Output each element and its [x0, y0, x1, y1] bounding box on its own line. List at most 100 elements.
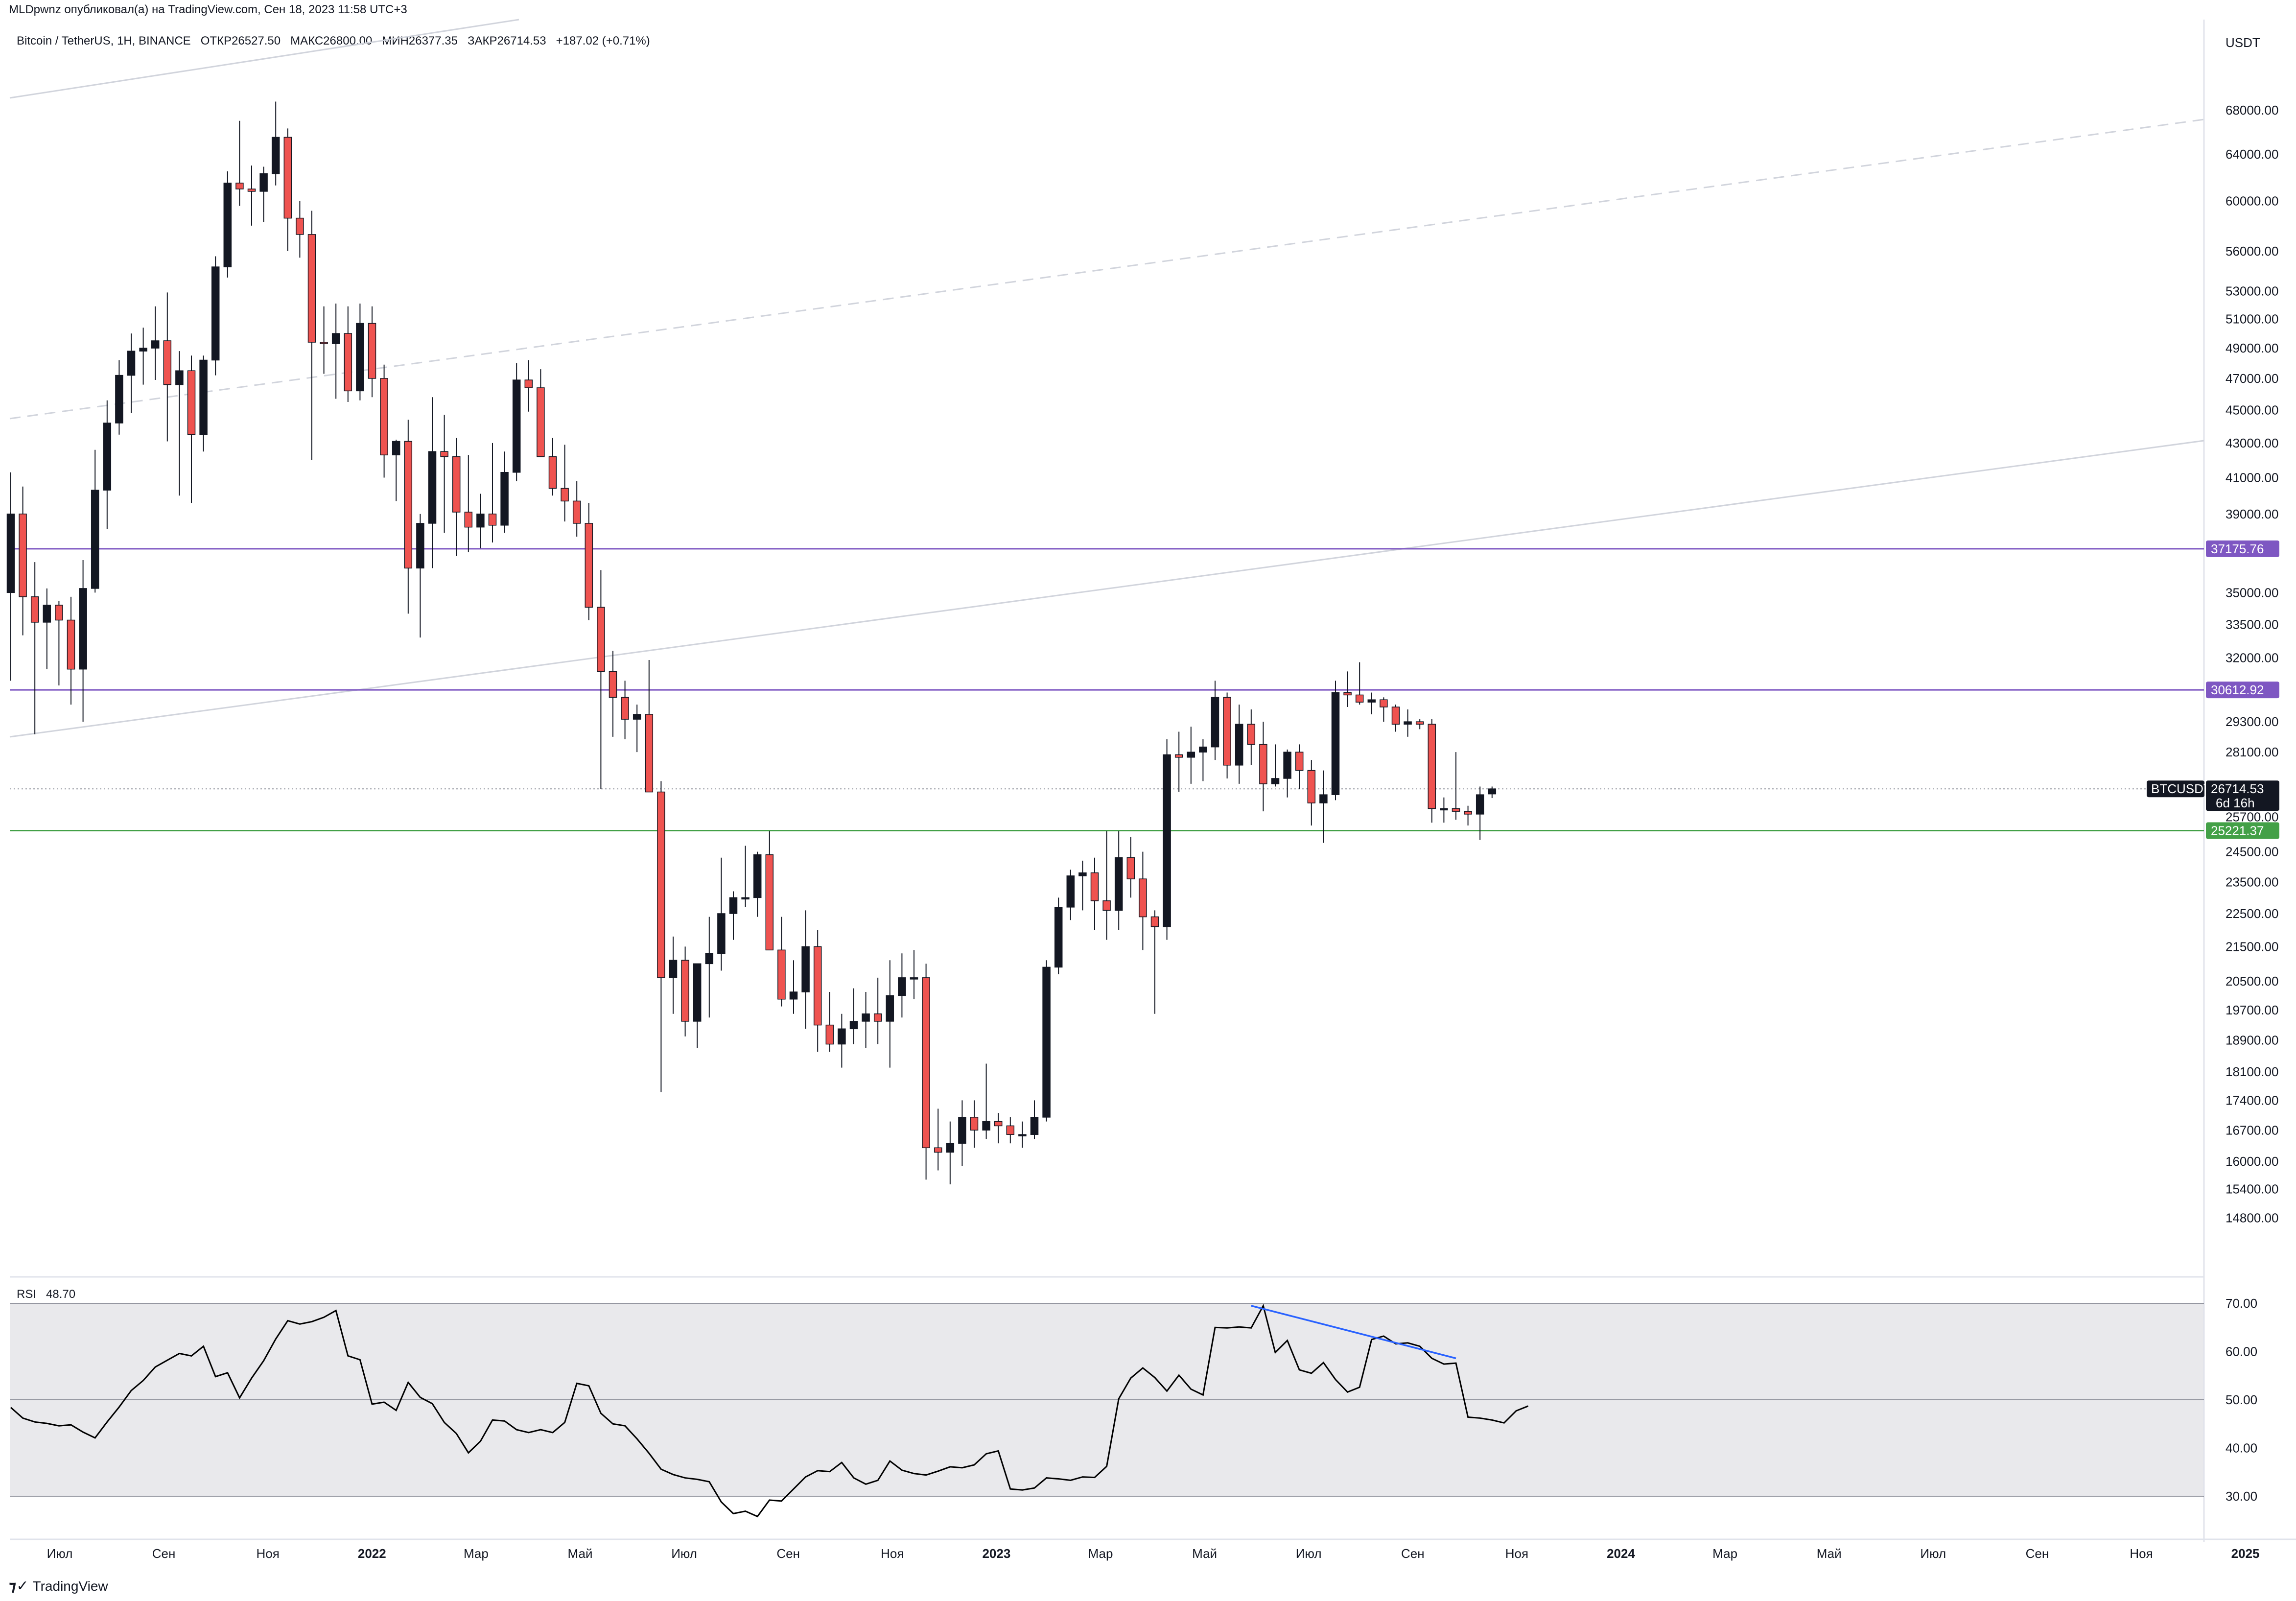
candle [1404, 709, 1412, 737]
price-tag-text: 37175.76 [2211, 542, 2264, 556]
candle-body [1211, 697, 1219, 748]
candle [946, 1121, 955, 1184]
time-tick-label: Сен [1401, 1546, 1425, 1561]
symbol-tag-text: BTCUSDT [2151, 781, 2211, 796]
candle [139, 328, 147, 385]
candle-body [1404, 721, 1412, 725]
price-tick-label: 16000.00 [2226, 1154, 2278, 1169]
ohlc-high: МАКС26800.00 [290, 34, 373, 47]
candle [151, 306, 160, 380]
candle-body [994, 1121, 1003, 1127]
candle-body [1476, 794, 1484, 815]
ohlc-close: ЗАКР26714.53 [468, 34, 546, 47]
time-tick-label: Мар [1088, 1546, 1113, 1561]
candle [994, 1113, 1003, 1144]
candle [199, 355, 208, 452]
candle-body [946, 1143, 955, 1153]
candle [356, 304, 364, 400]
candle-body [765, 854, 774, 951]
candle-body [1331, 692, 1340, 795]
candle-body [741, 897, 750, 900]
rsi-tick-label: 30.00 [2226, 1489, 2257, 1504]
symbol-description[interactable]: Bitcoin / TetherUS, 1H, BINANCE [17, 34, 191, 47]
rsi-legend[interactable]: RSI 48.70 [17, 1288, 75, 1301]
candle [452, 438, 461, 556]
time-tick-label: 2022 [358, 1546, 386, 1561]
candle [705, 917, 714, 1018]
candle [1054, 897, 1063, 974]
time-tick-label: Май [568, 1546, 593, 1561]
price-tick-label: 53000.00 [2226, 284, 2278, 299]
candle-body [307, 234, 316, 343]
tradingview-brand[interactable]: ⁊✓ TradingView [9, 1577, 108, 1595]
candle-body [609, 671, 617, 698]
candle [561, 445, 569, 522]
candle [404, 420, 413, 614]
candle-body [849, 1021, 858, 1030]
candle [862, 991, 870, 1048]
candle [717, 857, 726, 971]
candle [813, 930, 822, 1052]
time-tick-label: Сен [776, 1546, 800, 1561]
candle [1380, 697, 1388, 722]
candle-body [512, 379, 521, 473]
candle-body [982, 1121, 990, 1131]
time-tick-label: Сен [2026, 1546, 2049, 1561]
candle [368, 306, 376, 398]
candle-body [283, 137, 292, 219]
candle [1150, 910, 1159, 1014]
candle [970, 1100, 979, 1148]
candle-body [1102, 900, 1111, 911]
candle-body [1440, 808, 1448, 811]
candle-body [103, 423, 112, 491]
candle-body [115, 375, 123, 424]
candle-body [296, 217, 304, 235]
candle [1102, 831, 1111, 940]
price-tick-label: 20500.00 [2226, 974, 2278, 989]
candle-body [537, 387, 545, 457]
candle [1126, 837, 1135, 898]
candle [187, 355, 196, 503]
ohlc-change: +187.02 (+0.71%) [556, 34, 650, 47]
candle [1163, 739, 1171, 940]
candle-body [320, 342, 328, 344]
candle [645, 659, 654, 793]
price-tick-label: 17400.00 [2226, 1093, 2278, 1107]
candle-body [970, 1117, 979, 1131]
candle [898, 953, 906, 1018]
candle-body [934, 1147, 942, 1153]
price-tick-label: 19700.00 [2226, 1003, 2278, 1017]
price-tick-label: 32000.00 [2226, 650, 2278, 665]
price-tick-label: 64000.00 [2226, 147, 2278, 162]
candle-body [1247, 724, 1256, 745]
candle [127, 333, 136, 414]
candle [440, 415, 448, 533]
candle [259, 166, 268, 222]
candle [307, 211, 316, 460]
price-tick-label: 56000.00 [2226, 244, 2278, 259]
candle-body [356, 323, 364, 392]
candle [609, 651, 617, 737]
candle [801, 910, 810, 1029]
candle [30, 562, 39, 734]
candle-body [1307, 770, 1316, 803]
candle [1006, 1117, 1015, 1144]
time-tick-label: Июл [47, 1546, 73, 1561]
level-tag-mid: 30612.92 [2206, 682, 2279, 699]
candle [548, 438, 557, 496]
candles-layer [6, 101, 1497, 1184]
price-tick-label: 22500.00 [2226, 906, 2278, 921]
price-tick-label: 24500.00 [2226, 845, 2278, 859]
candle [886, 960, 894, 1068]
candle [1464, 805, 1472, 826]
rsi-tick-label: 60.00 [2226, 1344, 2257, 1359]
candle-body [572, 500, 581, 524]
candle-body [873, 1013, 882, 1022]
candle-body [1199, 746, 1207, 753]
price-tick-label: 43000.00 [2226, 436, 2278, 450]
candle-body [127, 351, 136, 376]
publish-info: MLDpwnz опубликовал(а) на TradingView.co… [9, 3, 407, 16]
candle-body [271, 137, 280, 174]
